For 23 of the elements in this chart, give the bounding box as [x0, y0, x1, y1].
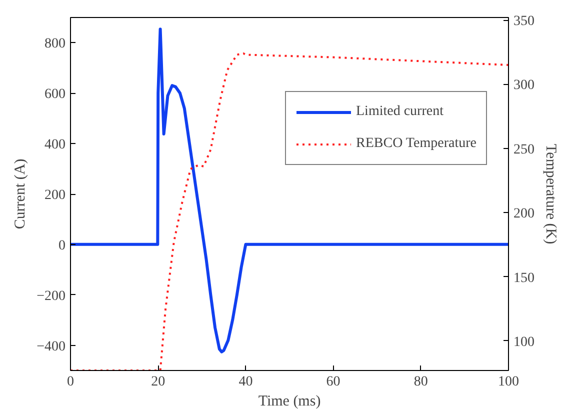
y2-tick-label: 350: [514, 14, 534, 30]
y-tick-label: 400: [44, 138, 66, 153]
y2-tick-label: 300: [514, 78, 534, 94]
x-tick-label: 100: [498, 374, 519, 390]
y-tick-label: 800: [44, 36, 66, 52]
x-tick-label: 60: [326, 374, 340, 390]
legend-label: Limited current: [356, 104, 444, 120]
y2-tick-label: 100: [514, 334, 534, 350]
y-tick-label: 600: [44, 87, 66, 102]
legend-label: REBCO Temperature: [356, 136, 476, 152]
x-axis-title: Time (ms): [258, 394, 321, 410]
x-tick-label: 40: [238, 374, 253, 390]
y2-tick-label: 200: [514, 206, 534, 222]
y-tick-label: 200: [44, 188, 66, 203]
x-tick-label: 20: [151, 374, 166, 390]
y-tick-label: −400: [36, 339, 66, 354]
y2-axis-title: Temperature (K): [542, 144, 558, 244]
x-tick-label: 80: [414, 374, 428, 390]
y2-tick-label: 250: [514, 142, 534, 158]
y-axis-title: Current (A): [12, 158, 29, 230]
y-tick-label: −200: [36, 288, 66, 304]
y2-tick-label: 150: [514, 270, 534, 286]
y-tick-label: 0: [58, 238, 66, 254]
